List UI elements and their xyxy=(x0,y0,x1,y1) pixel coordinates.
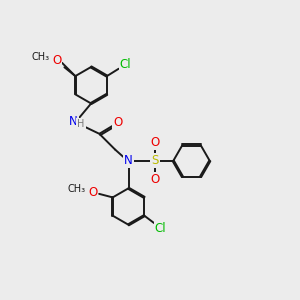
Text: H: H xyxy=(77,119,85,129)
Text: O: O xyxy=(150,172,160,186)
Text: Cl: Cl xyxy=(120,58,131,71)
Text: N: N xyxy=(69,115,78,128)
Text: N: N xyxy=(124,154,133,167)
Text: CH₃: CH₃ xyxy=(32,52,50,62)
Text: S: S xyxy=(151,154,159,167)
Text: CH₃: CH₃ xyxy=(68,184,85,194)
Text: O: O xyxy=(150,136,160,149)
Text: O: O xyxy=(88,186,97,199)
Text: Cl: Cl xyxy=(155,222,166,236)
Text: O: O xyxy=(113,116,122,129)
Text: O: O xyxy=(52,54,62,67)
